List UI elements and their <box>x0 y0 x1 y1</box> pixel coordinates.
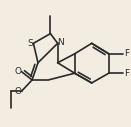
Text: F: F <box>124 69 129 78</box>
Text: S: S <box>27 39 33 48</box>
Text: F: F <box>124 49 129 58</box>
Text: O: O <box>14 87 21 96</box>
Text: N: N <box>57 38 64 47</box>
Text: O: O <box>14 67 21 76</box>
